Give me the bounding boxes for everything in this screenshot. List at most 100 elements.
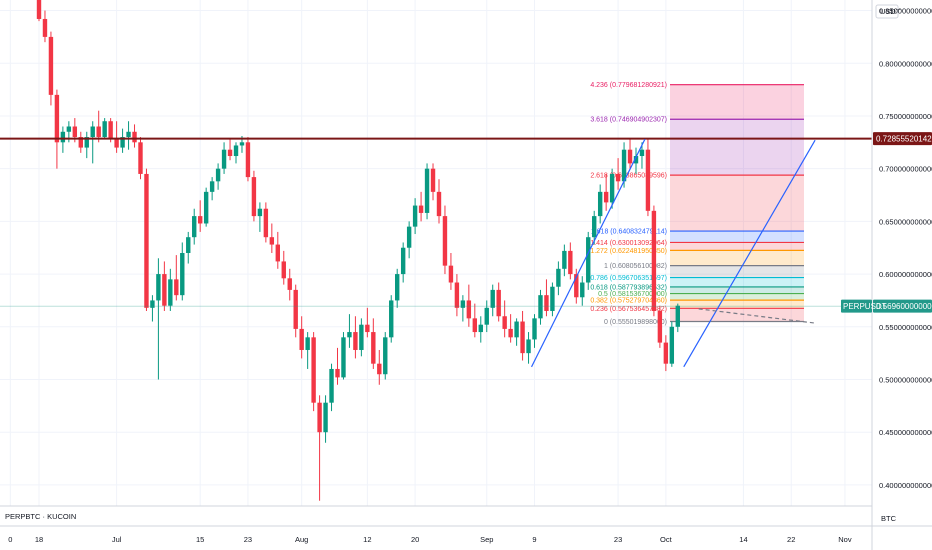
candle-body bbox=[395, 274, 400, 301]
y-tick-label: 0.500000000000 bbox=[879, 376, 932, 385]
y-tick-label: 0.850000000000 bbox=[879, 7, 932, 16]
candle-body bbox=[66, 126, 72, 132]
price-axis-background bbox=[872, 0, 932, 550]
candle-body bbox=[627, 149, 633, 164]
x-tick-label: Aug bbox=[295, 535, 308, 544]
candle-body bbox=[48, 36, 54, 95]
trend-line bbox=[683, 139, 816, 368]
fib-zone bbox=[670, 265, 804, 278]
candle-body bbox=[221, 149, 227, 169]
candle-body bbox=[108, 121, 113, 140]
y-tick-label: 0.600000000000 bbox=[879, 270, 932, 279]
candle-body bbox=[460, 300, 466, 308]
candle-body bbox=[633, 156, 639, 164]
x-tick-label: Nov bbox=[838, 535, 852, 544]
candle-body bbox=[365, 324, 370, 333]
candle-body bbox=[132, 131, 137, 143]
candle-body bbox=[329, 368, 334, 403]
candle-body bbox=[84, 137, 89, 148]
y-tick-label: 0.800000000000 bbox=[879, 59, 932, 68]
candle-body bbox=[78, 137, 83, 148]
candle-body bbox=[126, 131, 131, 138]
candle-body bbox=[496, 289, 501, 317]
candle-body bbox=[520, 321, 525, 354]
candle-body bbox=[257, 208, 263, 217]
x-tick-label: 22 bbox=[787, 535, 795, 544]
candle-body bbox=[436, 191, 442, 217]
y-tick-label: 0.750000000000 bbox=[879, 112, 932, 121]
candle-body bbox=[138, 142, 143, 174]
current-price-tag-background bbox=[873, 299, 932, 313]
x-tick-label: Jul bbox=[112, 535, 122, 544]
candle-body bbox=[544, 295, 549, 311]
candle-body bbox=[657, 310, 663, 343]
candle-body bbox=[114, 139, 119, 148]
y-tick-label: 0.700000000000 bbox=[879, 165, 932, 174]
fib-zone bbox=[670, 242, 804, 251]
fib-zone bbox=[670, 231, 804, 243]
candle-body bbox=[311, 337, 316, 403]
candle-body bbox=[532, 318, 537, 340]
candle-body bbox=[54, 94, 60, 143]
y-tick-label: 0.450000000000 bbox=[879, 428, 932, 437]
candle-body bbox=[317, 402, 322, 433]
y-unit-label: USDT bbox=[880, 7, 901, 16]
fib-level-label: 0.236 (0.567536457382) bbox=[590, 306, 667, 313]
fib-zone bbox=[670, 277, 804, 287]
candle-body bbox=[502, 316, 507, 329]
candle-body bbox=[400, 247, 406, 275]
candle-body bbox=[209, 181, 215, 192]
candle-body bbox=[424, 168, 430, 213]
candle-body bbox=[472, 318, 478, 333]
drawings-layer bbox=[0, 137, 872, 368]
fib-level-label: 1.414 (0.630013092064) bbox=[590, 240, 667, 247]
candle-body bbox=[448, 265, 454, 283]
candle-body bbox=[227, 149, 233, 157]
x-tick-label: 0 bbox=[8, 535, 12, 544]
candle-body bbox=[639, 149, 645, 157]
pair-label: PERPBTC · KUCOIN bbox=[5, 512, 76, 521]
fib-level-label: 2.618 (0.693865089596) bbox=[590, 173, 667, 180]
candle-body bbox=[293, 289, 298, 329]
candle-body bbox=[526, 339, 531, 354]
candle-body bbox=[466, 300, 472, 319]
y-tick-label: 0.550000000000 bbox=[879, 323, 932, 332]
candle-body bbox=[215, 168, 221, 182]
symbol-tag-background bbox=[841, 299, 872, 313]
y-tick-label: 0.400000000000 bbox=[879, 481, 932, 490]
candle-body bbox=[245, 142, 251, 178]
candle-body bbox=[574, 274, 579, 298]
candle-body bbox=[347, 332, 352, 338]
candle-body bbox=[556, 268, 561, 287]
candle-body bbox=[42, 18, 48, 37]
candle-body bbox=[478, 324, 483, 333]
candle-body bbox=[550, 286, 555, 311]
y-unit-box[interactable] bbox=[875, 4, 899, 19]
fib-zone bbox=[670, 250, 804, 266]
candle-body bbox=[490, 289, 495, 308]
candle-body bbox=[341, 337, 346, 378]
candle-body bbox=[484, 307, 489, 325]
candle-body bbox=[180, 253, 185, 296]
projection-line bbox=[698, 308, 816, 324]
resistance-price-tag-label: 0.7285552014259 bbox=[876, 135, 932, 144]
candle-body bbox=[430, 168, 436, 192]
candle-body bbox=[514, 321, 519, 338]
candle-body bbox=[568, 250, 573, 275]
candle-body bbox=[454, 282, 460, 308]
candle-body bbox=[609, 173, 615, 203]
fib-zone bbox=[670, 84, 804, 120]
candle-body bbox=[60, 131, 66, 143]
fib-level-label: 0.618 (0.587793896532) bbox=[590, 284, 667, 291]
candle-body bbox=[233, 145, 239, 157]
candle-body bbox=[186, 237, 191, 253]
candle-body bbox=[269, 237, 275, 245]
fib-level-label: 0.382 (0.575279704860) bbox=[590, 298, 667, 305]
fib-level-label: 3.618 (0.746904902307) bbox=[590, 117, 667, 124]
x-unit-label: BTC bbox=[881, 514, 897, 523]
x-tick-label: 18 bbox=[35, 535, 43, 544]
candle-body bbox=[323, 402, 328, 433]
